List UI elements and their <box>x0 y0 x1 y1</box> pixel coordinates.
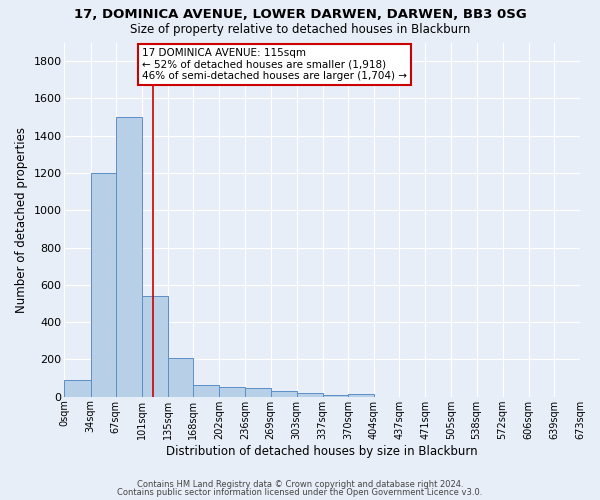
Bar <box>271 391 296 396</box>
Bar <box>116 117 142 396</box>
Bar <box>296 393 323 396</box>
Bar <box>64 380 91 396</box>
Bar <box>323 395 348 396</box>
Bar <box>348 394 374 396</box>
Bar <box>193 384 219 396</box>
X-axis label: Distribution of detached houses by size in Blackburn: Distribution of detached houses by size … <box>166 444 478 458</box>
Bar <box>219 388 245 396</box>
Text: Size of property relative to detached houses in Blackburn: Size of property relative to detached ho… <box>130 22 470 36</box>
Y-axis label: Number of detached properties: Number of detached properties <box>15 126 28 312</box>
Bar <box>142 296 168 396</box>
Text: Contains public sector information licensed under the Open Government Licence v3: Contains public sector information licen… <box>118 488 482 497</box>
Bar <box>91 173 116 396</box>
Bar <box>245 388 271 396</box>
Text: 17 DOMINICA AVENUE: 115sqm
← 52% of detached houses are smaller (1,918)
46% of s: 17 DOMINICA AVENUE: 115sqm ← 52% of deta… <box>142 48 407 82</box>
Bar <box>168 358 193 397</box>
Text: Contains HM Land Registry data © Crown copyright and database right 2024.: Contains HM Land Registry data © Crown c… <box>137 480 463 489</box>
Text: 17, DOMINICA AVENUE, LOWER DARWEN, DARWEN, BB3 0SG: 17, DOMINICA AVENUE, LOWER DARWEN, DARWE… <box>74 8 526 20</box>
